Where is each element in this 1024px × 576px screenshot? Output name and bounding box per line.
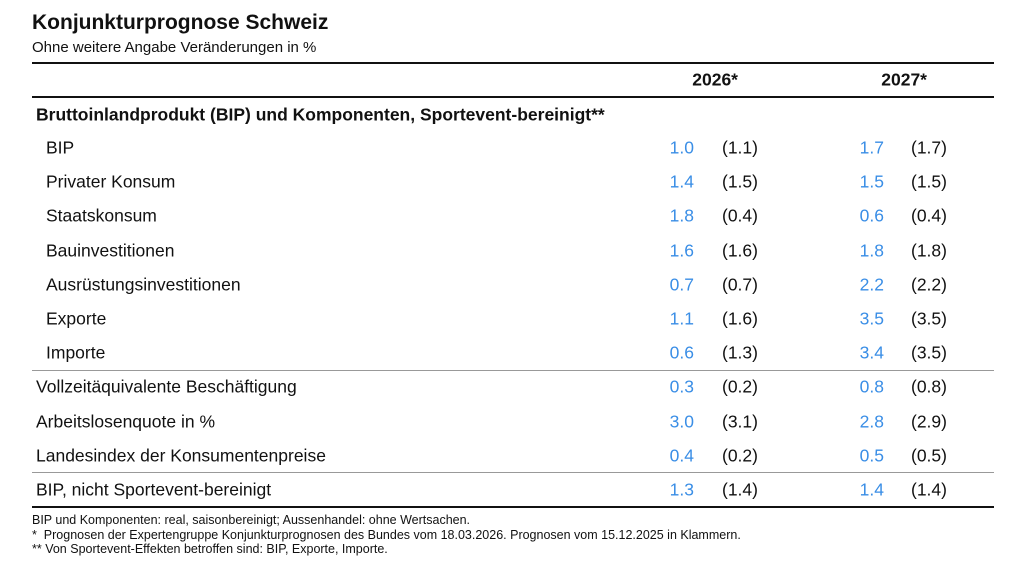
section-header: Bruttoinlandprodukt (BIP) und Komponente… [36,104,605,125]
previous-value: (1.6) [722,308,758,329]
previous-value: (0.7) [722,274,758,295]
previous-value: (1.5) [722,171,758,192]
rule [32,62,994,64]
rule [32,96,994,98]
title: Konjunkturprognose Schweiz [32,11,329,34]
row-label: Importe [46,342,106,363]
footnote: ** Von Sportevent-Effekten betroffen sin… [32,542,388,557]
value: 1.4 [859,479,884,500]
row-label: Bauinvestitionen [46,239,175,260]
row-label: Ausrüstungsinvestitionen [46,274,241,295]
value: 1.7 [859,137,884,158]
value: 1.0 [669,137,694,158]
value: 1.8 [859,239,884,260]
row-label: Vollzeitäquivalente Beschäftigung [36,376,297,397]
value: 0.6 [669,342,694,363]
row-label: Privater Konsum [46,171,176,192]
previous-value: (0.8) [911,376,947,397]
row-label: Arbeitslosenquote in % [36,410,215,431]
column-header: 2026* [692,69,738,90]
previous-value: (1.5) [911,171,947,192]
previous-value: (1.3) [722,342,758,363]
previous-value: (1.8) [911,239,947,260]
row-label: Landesindex der Konsumentenpreise [36,445,326,466]
previous-value: (1.6) [722,239,758,260]
previous-value: (0.4) [722,205,758,226]
rule [32,369,994,371]
row-label: Exporte [46,308,107,329]
value: 1.1 [669,308,694,329]
previous-value: (1.4) [911,479,947,500]
column-header: 2027* [881,69,927,90]
value: 0.5 [859,445,884,466]
row-label: BIP [46,137,75,158]
value: 0.4 [669,445,694,466]
previous-value: (0.2) [722,376,758,397]
previous-value: (2.2) [911,274,947,295]
rule [32,472,994,474]
previous-value: (3.1) [722,410,758,431]
value: 1.5 [859,171,884,192]
value: 1.4 [669,171,694,192]
value: 3.4 [859,342,884,363]
footnote: BIP und Komponenten: real, saisonbereini… [32,513,471,528]
value: 0.7 [669,274,694,295]
previous-value: (0.5) [911,445,947,466]
value: 1.3 [669,479,694,500]
value: 3.5 [859,308,884,329]
previous-value: (1.1) [722,137,758,158]
previous-value: (0.2) [722,445,758,466]
previous-value: (3.5) [911,308,947,329]
value: 0.8 [859,376,884,397]
value: 1.6 [669,239,694,260]
footnote: * Prognosen der Expertengruppe Konjunktu… [32,527,741,542]
row-label: Staatskonsum [46,205,157,226]
value: 2.8 [859,410,884,431]
previous-value: (0.4) [911,205,947,226]
value: 3.0 [669,410,694,431]
value: 2.2 [859,274,884,295]
subtitle: Ohne weitere Angabe Veränderungen in % [32,39,317,56]
previous-value: (3.5) [911,342,947,363]
row-label: BIP, nicht Sportevent-bereinigt [36,479,272,500]
value: 1.8 [669,205,694,226]
previous-value: (1.7) [911,137,947,158]
rule [32,506,994,509]
value: 0.6 [859,205,884,226]
value: 0.3 [669,376,694,397]
previous-value: (1.4) [722,479,758,500]
previous-value: (2.9) [911,410,947,431]
